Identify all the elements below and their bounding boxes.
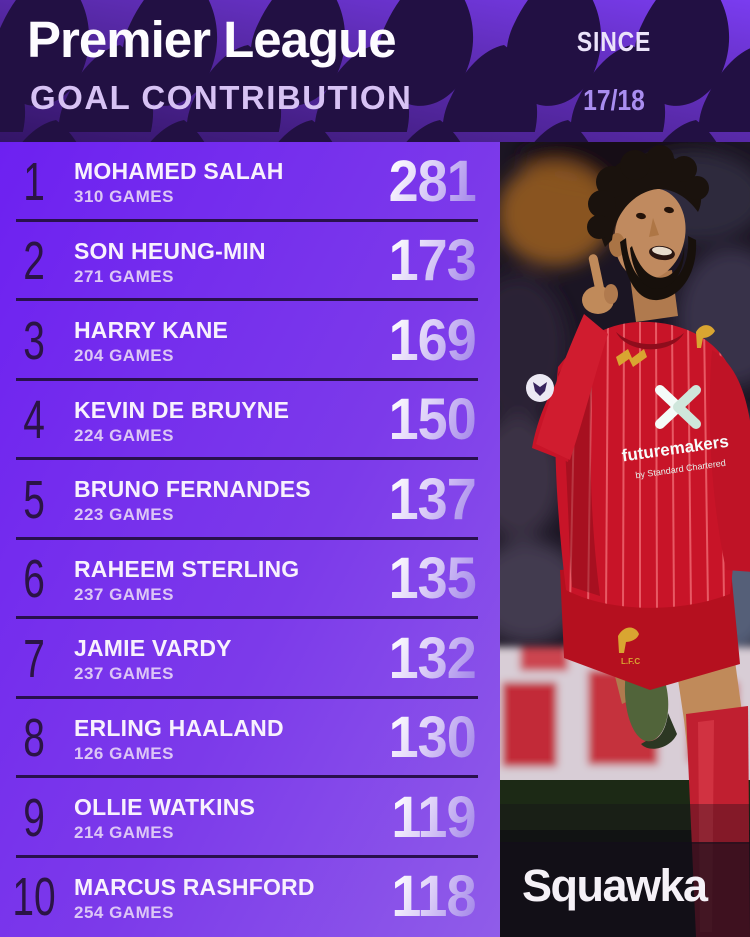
goal-contribution-value: 130 xyxy=(388,705,477,771)
player-name: MARCUS RASHFORD xyxy=(74,873,315,900)
games-played: 204 GAMES xyxy=(74,346,174,366)
ranking-list: 1 MOHAMED SALAH 310 GAMES 281 2 SON HEUN… xyxy=(0,142,500,937)
page-title: Premier League xyxy=(27,11,397,68)
player-name: SON HEUNG-MIN xyxy=(74,237,266,264)
player-name: BRUNO FERNANDES xyxy=(74,476,311,503)
ranking-row: 6 RAHEEM STERLING 237 GAMES 135 xyxy=(0,540,500,620)
player-name: OLLIE WATKINS xyxy=(74,794,256,821)
goal-contribution-value: 135 xyxy=(388,546,477,612)
games-played: 237 GAMES xyxy=(74,664,174,684)
ranking-row: 5 BRUNO FERNANDES 223 GAMES 137 xyxy=(0,460,500,540)
header-banner: Premier League GOAL CONTRIBUTION SINCE 1… xyxy=(0,0,750,142)
hair-curl xyxy=(671,156,697,182)
games-played: 271 GAMES xyxy=(74,266,174,286)
premier-league-lion-icon xyxy=(533,382,547,396)
squawka-logo: Squawka xyxy=(522,860,708,911)
ranking-row: 9 OLLIE WATKINS 214 GAMES 119 xyxy=(0,778,500,858)
salah-figure: L.F.C xyxy=(526,145,750,937)
player-photo: L.F.C xyxy=(468,126,750,937)
rank-number: 9 xyxy=(23,787,45,848)
rank-number: 6 xyxy=(23,549,45,610)
rank-number: 8 xyxy=(23,708,45,769)
games-played: 254 GAMES xyxy=(74,902,174,922)
eye xyxy=(664,206,674,214)
player-name: ERLING HAALAND xyxy=(74,714,284,741)
ear xyxy=(609,233,625,257)
rank-number: 10 xyxy=(12,867,56,928)
ranking-row: 2 SON HEUNG-MIN 271 GAMES 173 xyxy=(0,222,500,302)
rank-number: 4 xyxy=(23,390,45,451)
eye xyxy=(636,212,646,220)
goal-contribution-value: 173 xyxy=(388,228,477,294)
new-balance-logo xyxy=(616,349,647,367)
beard-inner xyxy=(630,244,685,290)
goal-contribution-value: 118 xyxy=(391,864,477,930)
games-played: 126 GAMES xyxy=(74,743,174,763)
page-subtitle: GOAL CONTRIBUTION xyxy=(30,79,413,116)
rank-number: 3 xyxy=(23,310,45,371)
since-label: SINCE xyxy=(576,26,652,57)
logo-vignette xyxy=(500,842,750,937)
games-played: 310 GAMES xyxy=(74,187,174,207)
ranking-row: 10 MARCUS RASHFORD 254 GAMES 118 xyxy=(0,858,500,937)
rank-number: 2 xyxy=(23,231,45,292)
goal-contribution-value: 137 xyxy=(388,466,477,532)
since-season-value: 17/18 xyxy=(583,85,645,117)
ranking-row: 1 MOHAMED SALAH 310 GAMES 281 xyxy=(0,142,500,222)
left-forearm-sleeve xyxy=(536,314,608,460)
thumb xyxy=(604,284,618,304)
hair-curl xyxy=(646,145,674,173)
banner-pattern xyxy=(0,0,750,142)
goal-contribution-value: 132 xyxy=(388,625,477,691)
goal-contribution-value: 150 xyxy=(388,387,477,453)
player-name: KEVIN DE BRUYNE xyxy=(74,396,290,423)
lfc-crest-icon xyxy=(696,325,715,348)
ranking-row: 4 KEVIN DE BRUYNE 224 GAMES 150 xyxy=(0,381,500,461)
liver-bird-icon xyxy=(618,627,639,653)
games-played: 237 GAMES xyxy=(74,584,174,604)
goal-contribution-value: 281 xyxy=(388,148,477,214)
ranking-row: 7 JAMIE VARDY 237 GAMES 132 xyxy=(0,619,500,699)
player-name: JAMIE VARDY xyxy=(74,635,232,662)
hair-curl xyxy=(620,150,650,180)
since-block: SINCE 17/18 xyxy=(548,0,680,142)
collar xyxy=(616,332,684,350)
goal-contribution-value: 169 xyxy=(388,307,477,373)
hair-curl xyxy=(588,190,616,218)
right-sleeve xyxy=(709,350,750,572)
logo-vignette-fade xyxy=(500,804,750,844)
smile-teeth xyxy=(652,246,672,256)
games-played: 214 GAMES xyxy=(74,823,174,843)
player-name: HARRY KANE xyxy=(74,317,229,344)
nose xyxy=(649,218,659,237)
shorts-crest-text: L.F.C xyxy=(621,657,640,666)
hair-curl xyxy=(685,176,709,200)
player-name: MOHAMED SALAH xyxy=(74,158,284,185)
rank-number: 1 xyxy=(23,151,45,212)
player-name: RAHEEM STERLING xyxy=(74,555,300,582)
salah-photo-illustration: L.F.C xyxy=(468,126,750,937)
beard xyxy=(620,236,697,301)
games-played: 223 GAMES xyxy=(74,505,174,525)
sponsor-x-icon xyxy=(673,385,701,429)
rank-number: 7 xyxy=(23,628,45,689)
ranking-row: 8 ERLING HAALAND 126 GAMES 130 xyxy=(0,699,500,779)
hair-curl xyxy=(596,166,628,198)
games-played: 224 GAMES xyxy=(74,425,174,445)
goal-contribution-value: 119 xyxy=(391,784,477,850)
rank-number: 5 xyxy=(23,469,45,530)
hair-curl xyxy=(587,215,611,239)
boot-sole xyxy=(641,713,677,749)
pointing-finger xyxy=(588,254,605,296)
ranking-row: 3 HARRY KANE 204 GAMES 169 xyxy=(0,301,500,381)
